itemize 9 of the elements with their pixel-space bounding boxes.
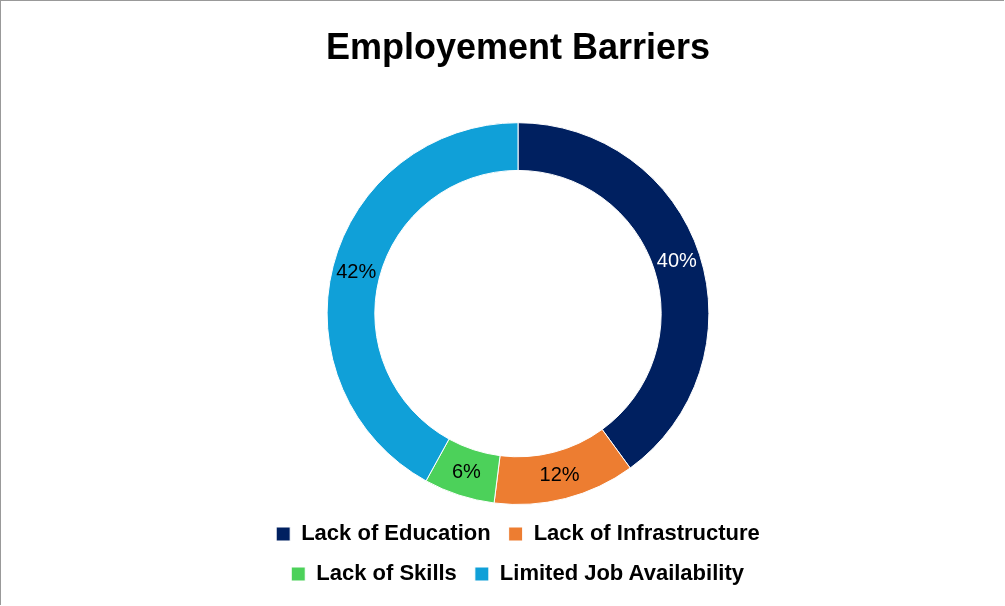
legend-label: Lack of Skills (316, 560, 457, 586)
legend-label: Lack of Infrastructure (533, 520, 760, 546)
data-label: 12% (539, 462, 580, 485)
chart-title: Employement Barriers (325, 25, 711, 67)
data-label: 42% (336, 259, 377, 282)
data-label: 6% (451, 459, 482, 482)
data-label: 40% (656, 249, 698, 272)
legend-label: Lack of Education (301, 520, 491, 546)
legend-label: Limited Job Availability (499, 560, 745, 586)
